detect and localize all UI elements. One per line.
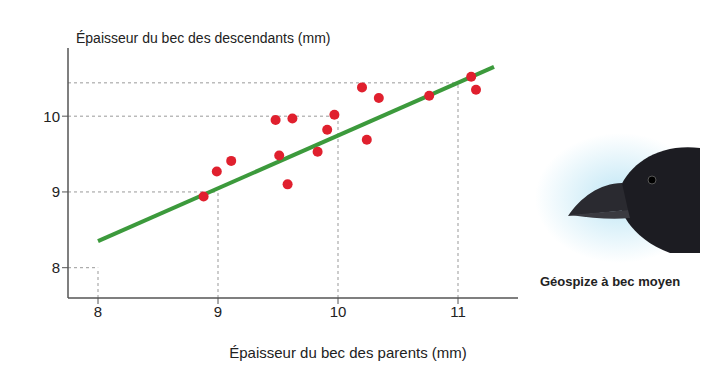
svg-text:9: 9 [214, 303, 222, 320]
svg-text:10: 10 [330, 303, 347, 320]
html-text:Épaisseur du bec des parents (: Épaisseur du bec des parents (mm) [229, 344, 467, 361]
svg-text:8: 8 [94, 303, 102, 320]
html-text:Géospize à bec moyen: Géospize à bec moyen [539, 274, 681, 289]
svg-text:9: 9 [52, 183, 60, 200]
svg-text:11: 11 [450, 303, 466, 320]
svg-text:10: 10 [43, 108, 60, 125]
svg-text:8: 8 [52, 259, 60, 276]
html-text:Épaisseur du bec des descendan: Épaisseur du bec des descendants (mm) [76, 30, 331, 46]
